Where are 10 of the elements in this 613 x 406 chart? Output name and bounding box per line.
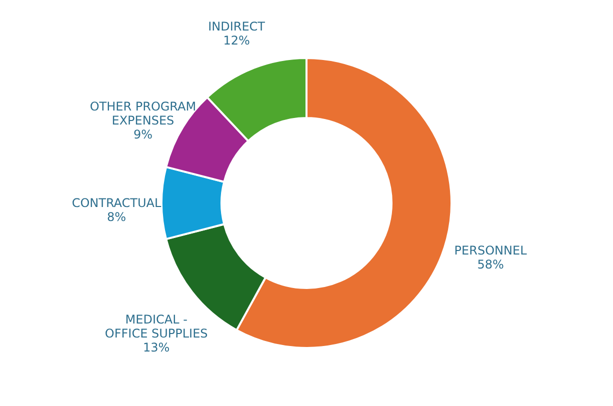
slice-label: OTHER PROGRAM EXPENSES — [90, 99, 196, 128]
data-label: 12% — [223, 33, 250, 48]
slice-label: CONTRACTUAL — [72, 196, 162, 210]
data-label: 8% — [106, 210, 126, 224]
data-label: 13% — [143, 340, 170, 354]
slice-label: PERSONNEL — [454, 243, 528, 258]
slice-label: INDIRECT — [208, 19, 266, 34]
slice-label: MEDICAL - OFFICE SUPPLIES — [104, 312, 208, 340]
data-label: 58% — [477, 257, 504, 272]
data-label: 9% — [133, 127, 152, 142]
